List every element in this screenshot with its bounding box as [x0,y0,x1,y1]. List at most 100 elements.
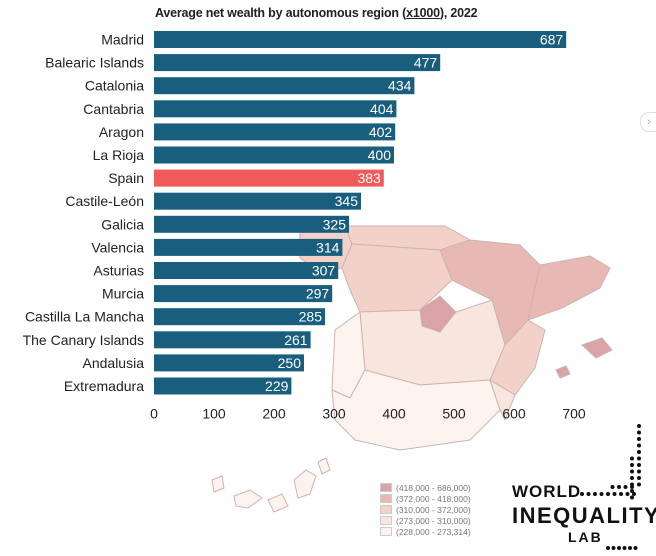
logo-dot [630,476,634,480]
bar [154,285,333,303]
logo-dot [637,443,641,448]
map-region-canary-5 [317,457,331,475]
category-label: Spain [108,170,144,186]
bar [154,377,292,395]
category-label: Castile-León [65,193,144,209]
logo-line-2: INEQUALITY [512,503,656,528]
data-label: 261 [284,332,308,348]
category-label: Extremadura [64,378,144,394]
chart-title: Average net wealth by autonomous region … [155,6,478,20]
map-legend-item: (228,000 - 273,314) [380,526,471,537]
x-tick-label: 0 [150,406,158,422]
x-tick-label: 100 [202,406,226,422]
data-label: 404 [370,101,394,117]
x-tick-label: 300 [322,406,346,422]
bar [154,146,394,164]
category-label: Madrid [101,32,144,48]
bar [154,308,325,326]
logo-line-1: WORLD [512,482,582,501]
map-region-balearic-small [555,365,571,379]
map-legend-item: (273,000 - 310,000) [380,515,471,526]
data-label: 345 [335,193,359,209]
logo-dot [637,424,641,428]
logo-dot [637,437,641,441]
data-label: 250 [278,355,302,371]
category-label: Cantabria [83,101,144,117]
bar [154,123,396,141]
logo-dot [611,546,616,550]
category-label: Andalusia [83,355,145,371]
map-legend-item: (310,000 - 372,000) [380,504,471,515]
map-region-castile-leon [341,243,453,313]
bar [154,31,567,48]
logo-dot [617,485,621,489]
logo-dot [637,456,641,461]
map-legend-swatch [380,483,392,492]
logo-dot [630,463,634,467]
bar [154,331,311,349]
data-label: 285 [299,309,323,325]
logo-dot [630,495,634,500]
bar [154,262,339,279]
map-legend: (418,000 - 686,000) (372,000 - 418,000) … [380,482,471,537]
category-label: Galicia [101,216,144,232]
logo-dot [633,546,638,550]
logo-dot [630,489,634,493]
logo-dot [632,492,636,496]
logo-dot [625,492,630,496]
category-label: La Rioja [93,147,145,163]
logo-dot [622,546,627,550]
category-label: The Canary Islands [23,332,144,348]
logo-dot [580,492,584,496]
logo-dot [599,492,604,496]
bar [154,54,441,72]
logo-line-3: LAB [568,529,603,545]
bar [154,238,343,256]
map-legend-swatch [380,505,392,514]
logo-dot [637,463,641,467]
bar [154,354,304,372]
map-region-canary-4 [293,469,317,499]
bar [154,77,415,95]
map-region-canary-1 [211,475,225,493]
title-unit: x1000 [406,6,440,20]
logo-dot [593,492,597,496]
logo-dot [630,485,634,489]
data-label: 325 [323,216,347,232]
data-label: 477 [414,55,438,71]
logo-dot [586,492,591,496]
logo-dot [606,492,610,496]
map-legend-swatch [380,516,392,525]
data-label: 434 [388,78,412,94]
map-region-murcia [489,378,516,422]
category-label: Murcia [102,286,144,302]
bar [154,169,384,187]
carousel-next-button[interactable]: › [640,112,656,132]
logo-dot [630,456,634,461]
logo-dot [606,546,610,550]
logo-dot [610,485,615,489]
logo-dot [637,430,641,435]
category-label: Balearic Islands [45,55,144,71]
map-legend-item: (418,000 - 686,000) [380,482,471,493]
map-region-balearic [581,337,613,359]
map-legend-item: (372,000 - 418,000) [380,493,471,504]
category-label: Aragon [99,124,144,140]
logo-dot [617,546,621,550]
category-label: Asturias [93,263,144,279]
x-tick-label: 700 [562,406,586,422]
logo-dot [619,492,623,496]
bar [154,215,349,233]
x-tick-label: 600 [502,406,526,422]
map-legend-swatch [380,527,392,536]
data-label: 383 [357,170,381,186]
logo-dot [637,482,641,487]
data-label: 400 [368,147,392,163]
logo-dot [623,485,628,489]
category-label: Valencia [91,239,144,255]
x-tick-label: 500 [442,406,466,422]
world-inequality-lab-logo: WORLD INEQUALITY LAB [512,482,656,545]
